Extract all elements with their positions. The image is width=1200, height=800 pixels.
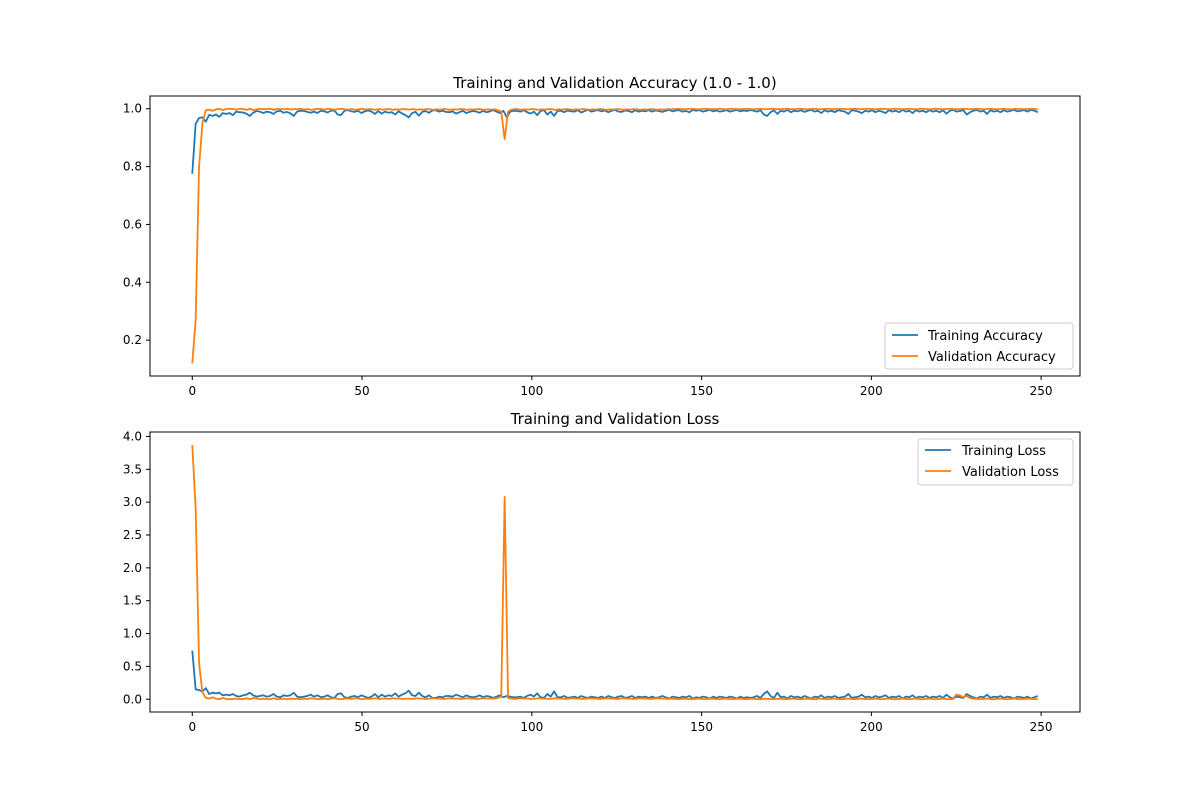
loss-ytick-label: 0.5 [123,659,142,673]
accuracy-ytick-label: 0.8 [123,160,142,174]
loss-ytick-label: 2.0 [123,561,142,575]
accuracy-ytick-label: 1.0 [123,102,142,116]
loss-xtick-label: 150 [690,720,713,734]
loss-ytick-label: 3.0 [123,495,142,509]
accuracy-xtick-label: 150 [690,384,713,398]
accuracy-chart: Training and Validation Accuracy (1.0 - … [123,74,1081,398]
loss-series-validation-loss [191,444,1038,701]
accuracy-legend: Training Accuracy Validation Accuracy [884,322,1074,370]
loss-plot-area [191,444,1039,701]
accuracy-plot-area [191,107,1039,364]
accuracy-xtick-label: 0 [188,384,196,398]
loss-ytick-label: 2.5 [123,528,142,542]
loss-legend-box [917,438,1074,486]
accuracy-xtick-label: 50 [354,384,369,398]
loss-chart-title: Training and Validation Loss [510,410,720,428]
accuracy-legend-box [884,322,1074,370]
accuracy-legend-label-training: Training Accuracy [927,329,1043,344]
accuracy-ticks: 0 50 100 150 200 250 0.2 0.4 0.6 0.8 1.0 [123,102,1053,398]
loss-xtick-label: 200 [860,720,883,734]
loss-legend: Training Loss Validation Loss [917,438,1074,486]
accuracy-xtick-label: 100 [520,384,543,398]
loss-legend-label-validation: Validation Loss [962,465,1059,480]
accuracy-ytick-label: 0.4 [123,275,142,289]
loss-ticks: 0 50 100 150 200 250 0.0 0.5 1.0 1.5 2.0 2.5 3.0 3.5 4… [123,429,1053,734]
accuracy-ytick-label: 0.6 [123,217,142,231]
loss-chart: Training and Validation Loss 0 50 100 150 20… [123,410,1081,734]
accuracy-series-validation-accuracy [191,107,1038,364]
loss-ytick-label: 0.0 [123,692,142,706]
loss-xtick-label: 250 [1030,720,1053,734]
accuracy-xtick-label: 250 [1030,384,1053,398]
accuracy-xtick-label: 200 [860,384,883,398]
accuracy-chart-title: Training and Validation Accuracy (1.0 - … [452,74,776,92]
loss-ytick-label: 4.0 [123,429,142,443]
loss-xtick-label: 100 [520,720,543,734]
loss-legend-label-training: Training Loss [961,444,1046,459]
accuracy-ytick-label: 0.2 [123,333,142,347]
accuracy-axes-frame [149,95,1081,377]
accuracy-legend-label-validation: Validation Accuracy [928,350,1056,365]
loss-xtick-label: 50 [354,720,369,734]
loss-axes-frame [149,431,1081,713]
loss-ytick-label: 1.0 [123,627,142,641]
loss-ytick-label: 3.5 [123,462,142,476]
loss-xtick-label: 0 [188,720,196,734]
loss-ytick-label: 1.5 [123,594,142,608]
